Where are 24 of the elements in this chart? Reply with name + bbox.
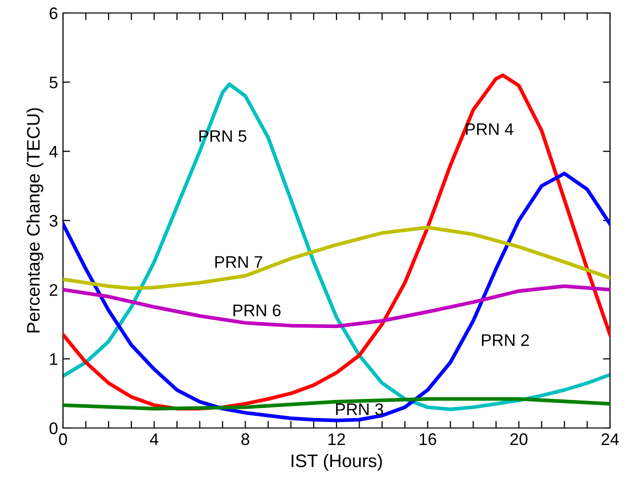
x-tick-label: 16 (420, 433, 436, 446)
y-tick-label: 2 (50, 284, 58, 296)
y-tick-label: 4 (49, 146, 58, 158)
y-axis-title: Percentage Change (TECU) (26, 108, 44, 332)
y-tick-label: 6 (50, 7, 58, 20)
series-label: PRN 2 (482, 334, 529, 346)
x-tick-label: 20 (510, 433, 528, 446)
y-tick-label: 3 (50, 214, 58, 227)
x-tick-label: 0 (59, 433, 67, 446)
x-tick-label: 8 (241, 433, 250, 446)
x-axis-title: IST (Hours) (292, 454, 382, 471)
y-tick-label: 0 (50, 422, 58, 434)
y-tick-label: 1 (50, 353, 58, 365)
series-label: PRN 6 (234, 304, 281, 316)
x-tick-label: 4 (150, 433, 158, 445)
line-series (63, 172, 610, 422)
line-series (63, 226, 610, 290)
series-label: PRN 4 (466, 123, 514, 135)
series-label: PRN 3 (336, 403, 384, 416)
x-tick-label: 12 (328, 433, 345, 445)
y-tick-label: 5 (50, 76, 58, 88)
line-series (63, 284, 610, 328)
x-tick-label: 24 (602, 433, 619, 445)
series-label: PRN 7 (215, 256, 262, 268)
